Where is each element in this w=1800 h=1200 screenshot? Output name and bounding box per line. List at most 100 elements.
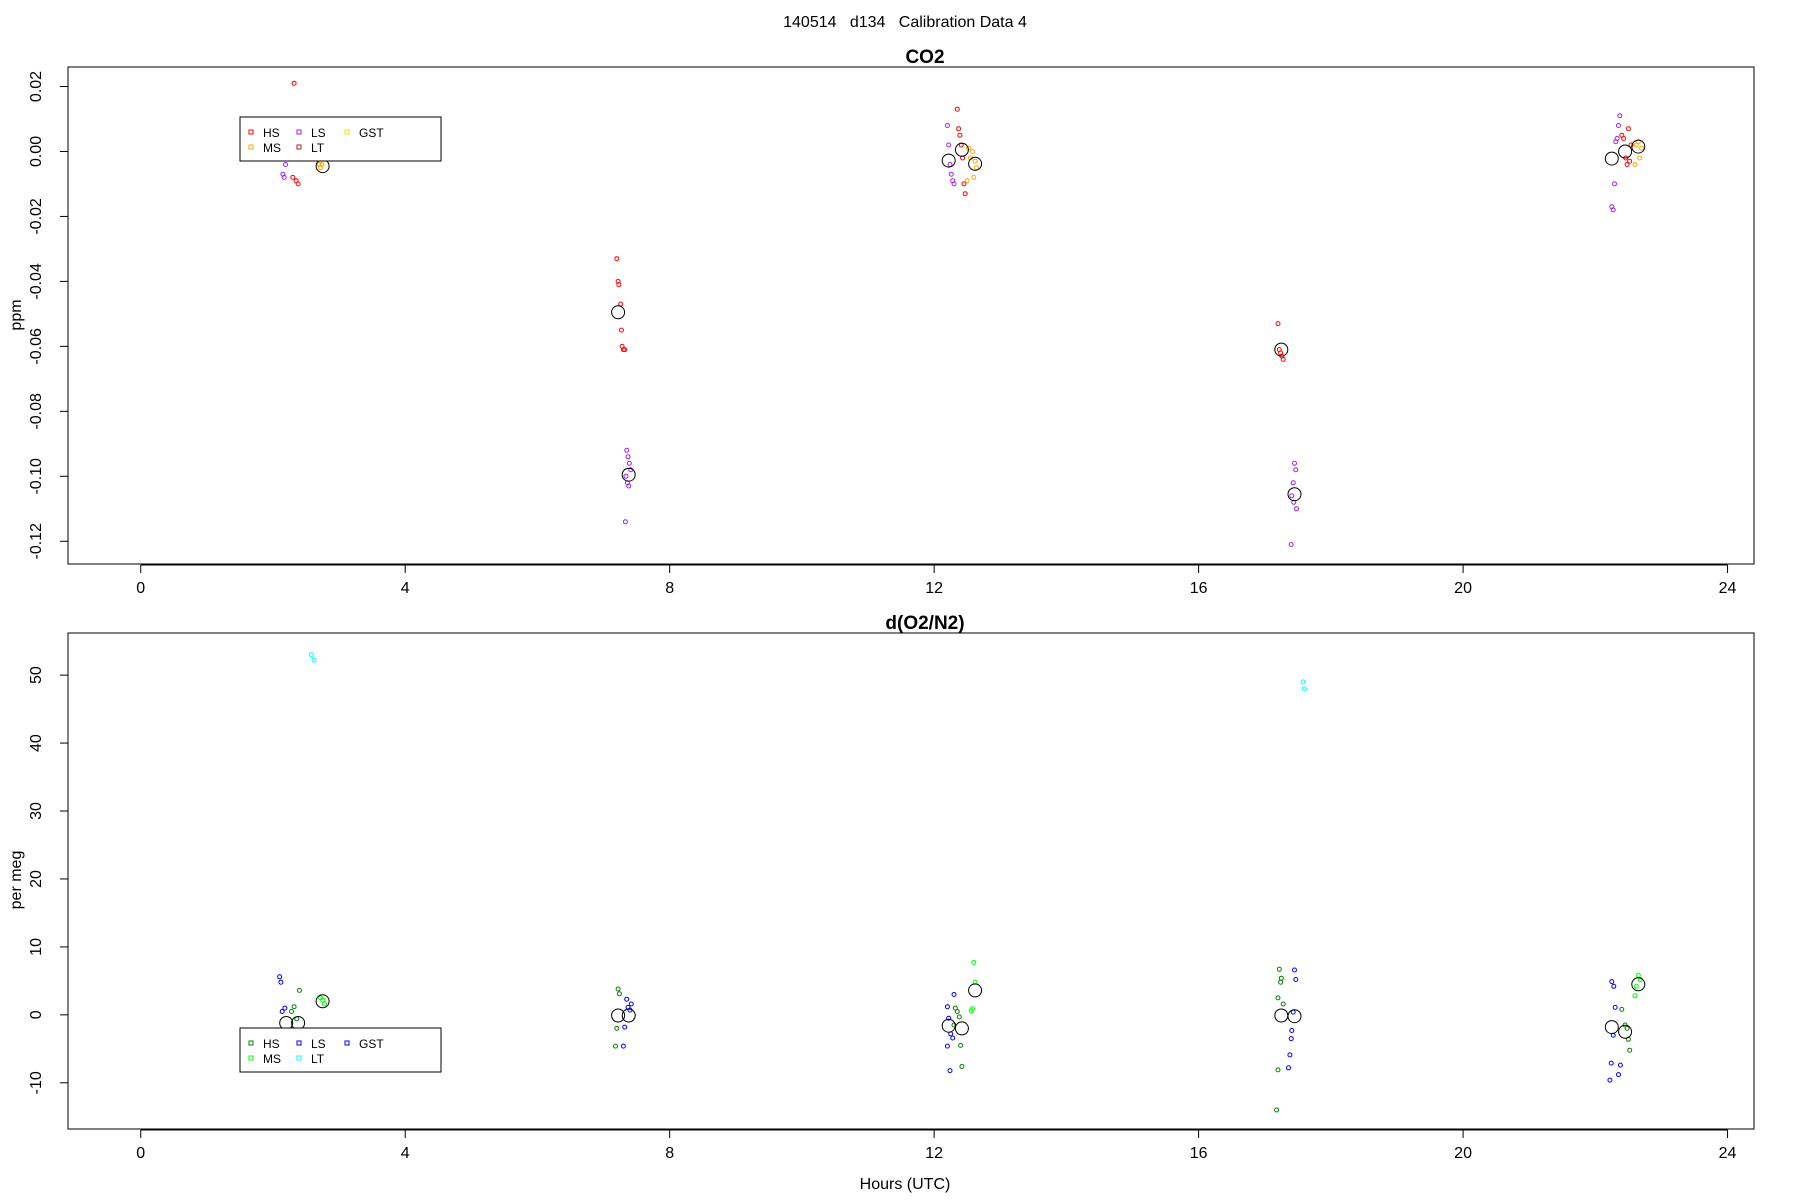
- data-point: [628, 1001, 634, 1007]
- data-point: [952, 1005, 958, 1011]
- data-point: [278, 979, 284, 985]
- data-point: [956, 1014, 962, 1020]
- y-axis-o2n2: 50 40 30 20 10 0 -10: [28, 666, 68, 1094]
- x-tick-label: 16: [1190, 580, 1208, 597]
- mean-point: [1287, 487, 1302, 502]
- data-point: [1627, 1047, 1633, 1053]
- data-point: [1619, 1006, 1625, 1012]
- data-point: [618, 327, 624, 333]
- data-point: [1275, 995, 1281, 1001]
- data-point: [622, 1024, 628, 1030]
- mean-point: [611, 1008, 626, 1023]
- x-tick-label: 4: [401, 580, 410, 597]
- mean-point: [1274, 342, 1289, 357]
- x-tick-label: 0: [136, 1145, 145, 1162]
- data-point: [623, 473, 629, 479]
- data-point: [951, 992, 957, 997]
- data-point: [616, 991, 622, 997]
- legend-marker: [248, 129, 254, 135]
- data-point: [290, 174, 296, 180]
- x-tick-label: 24: [1719, 1145, 1737, 1162]
- data-point: [1617, 113, 1623, 119]
- y-tick-label: -0.06: [28, 328, 45, 365]
- data-point: [947, 162, 953, 167]
- mean-point: [611, 305, 626, 320]
- x-axis-o2n2: 0 4 8 12 16 20 24: [136, 1129, 1737, 1162]
- mean-point: [954, 142, 969, 157]
- x-tick-label: 20: [1454, 1145, 1472, 1162]
- data-point: [1288, 1036, 1294, 1042]
- legend-box: [239, 116, 442, 162]
- data-point: [948, 171, 954, 177]
- y-tick-label: 40: [28, 734, 45, 752]
- y-tick-label: 20: [28, 870, 45, 888]
- data-point: [951, 181, 957, 187]
- x-axis-co2: 0 4 8 12 16 20 24: [136, 564, 1737, 597]
- y-tick-label: 50: [28, 666, 45, 684]
- data-point: [1289, 1028, 1295, 1033]
- y-tick-label: -0.02: [28, 198, 45, 235]
- panel-title-co2: CO2: [905, 47, 944, 68]
- mean-point: [1287, 1009, 1302, 1024]
- data-point: [614, 256, 620, 262]
- panel-co2: CO2 ppm 0 4 8 12 16 20 24 0.02 0.00 -0.02 -0.04 -0…: [8, 47, 1755, 597]
- data-point: [277, 974, 283, 980]
- data-point: [1632, 162, 1638, 167]
- data-point: [282, 1005, 288, 1011]
- data-point: [944, 1043, 950, 1049]
- legend-label: HS: [263, 126, 280, 140]
- data-point: [614, 1025, 620, 1031]
- data-point: [1627, 158, 1633, 164]
- y-tick-label: -0.12: [28, 523, 45, 560]
- data-point: [950, 1035, 956, 1041]
- mean-point: [315, 994, 330, 1009]
- data-point: [1275, 321, 1281, 327]
- data-point: [961, 181, 967, 187]
- page-title: 140514 d134 Calibration Data 4: [783, 14, 1027, 31]
- data-point: [1625, 126, 1631, 132]
- y-tick-label: 0.02: [28, 71, 45, 102]
- x-tick-label: 16: [1190, 1145, 1208, 1162]
- data-point: [1278, 979, 1284, 985]
- data-point: [1616, 1072, 1621, 1078]
- legend-marker: [248, 1055, 254, 1061]
- data-point: [616, 282, 622, 288]
- data-point: [1612, 1004, 1618, 1010]
- data-point: [1293, 467, 1299, 473]
- data-point: [296, 987, 302, 993]
- legend-marker: [248, 144, 254, 150]
- mean-point: [1604, 1020, 1619, 1035]
- legend-label: GST: [359, 1037, 384, 1051]
- data-point: [624, 447, 630, 453]
- mean-point: [954, 1021, 969, 1036]
- data-point: [626, 460, 632, 466]
- data-point: [971, 960, 977, 965]
- panel-title-o2n2: d(O2/N2): [885, 613, 964, 634]
- x-tick-label: 12: [925, 1145, 943, 1162]
- x-tick-label: 8: [665, 580, 674, 597]
- legend-marker: [296, 129, 302, 135]
- data-point: [1280, 356, 1286, 362]
- data-point: [1300, 679, 1306, 685]
- data-point: [622, 519, 628, 525]
- data-point: [1292, 460, 1297, 466]
- data-point: [622, 347, 628, 353]
- data-point: [295, 181, 301, 187]
- data-point: [964, 178, 970, 184]
- legend-label: LS: [311, 1037, 326, 1051]
- data-point: [1288, 542, 1294, 547]
- mean-point: [1604, 151, 1619, 166]
- series-co2-0: [290, 80, 1634, 362]
- y-tick-label: -0.08: [28, 393, 45, 430]
- data-point: [308, 652, 314, 658]
- data-point: [626, 483, 632, 489]
- data-point: [1275, 1067, 1281, 1073]
- data-point: [615, 986, 621, 992]
- mean-point: [621, 1008, 636, 1023]
- x-axis-label-o2n2: Hours (UTC): [860, 1176, 951, 1193]
- data-point: [958, 1042, 964, 1048]
- data-point: [1639, 145, 1645, 151]
- mean-point: [1274, 1008, 1289, 1023]
